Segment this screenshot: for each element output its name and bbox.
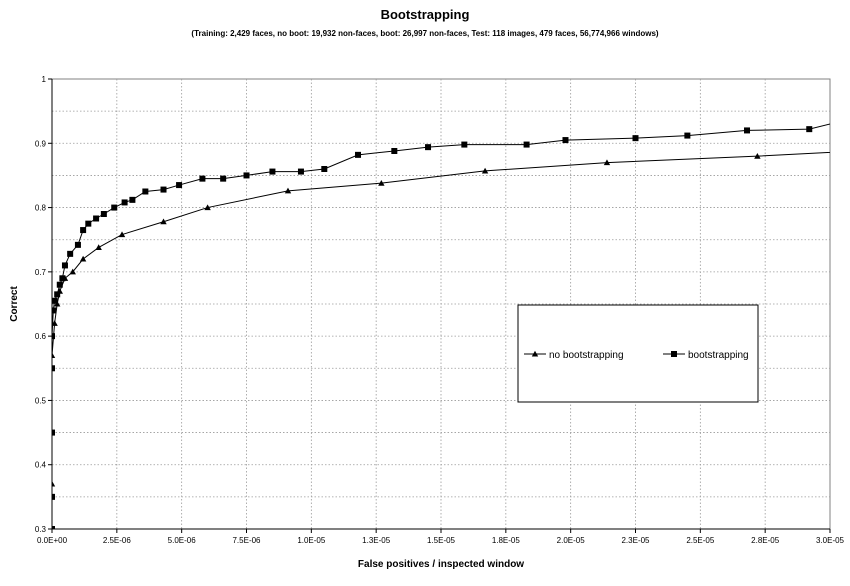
series-bootstrapping: [52, 120, 838, 529]
data-point-no-bootstrapping: [52, 480, 56, 487]
data-point-no-bootstrapping: [52, 352, 56, 358]
y-axis-label: Correct: [9, 286, 20, 322]
data-point-bootstrapping: [111, 204, 118, 211]
data-point-no-bootstrapping: [79, 255, 87, 262]
data-point-no-bootstrapping: [603, 159, 611, 166]
y-axis-ticks: 0.3 0.4 0.5 0.6 0.7 0.8 0.9 1: [35, 75, 52, 534]
data-point-bootstrapping: [61, 262, 68, 269]
y-tick-label: 0.3: [35, 525, 47, 534]
data-point-no-bootstrapping: [481, 167, 489, 174]
data-point-bootstrapping: [176, 182, 183, 189]
data-point-bootstrapping: [684, 132, 691, 139]
x-tick-label: 0.0E+00: [37, 536, 68, 545]
data-point-no-bootstrapping: [69, 268, 76, 275]
data-point-bootstrapping: [52, 493, 55, 500]
data-point-bootstrapping: [52, 526, 55, 529]
chart-title: Bootstrapping: [380, 7, 470, 22]
data-point-bootstrapping: [744, 127, 751, 134]
legend-item-no-bootstrapping: no bootstrapping: [524, 350, 624, 361]
data-point-bootstrapping: [59, 275, 66, 282]
data-point-bootstrapping: [52, 365, 55, 372]
data-point-no-bootstrapping: [204, 204, 211, 211]
data-point-bootstrapping: [129, 196, 136, 203]
legend-item-bootstrapping: bootstrapping: [663, 350, 749, 361]
data-point-bootstrapping: [269, 168, 276, 175]
data-point-bootstrapping: [52, 333, 55, 340]
y-tick-label: 0.8: [35, 204, 47, 213]
x-axis-label: False positives / inspected window: [358, 559, 524, 570]
data-point-bootstrapping: [391, 148, 398, 154]
data-point-bootstrapping: [632, 135, 639, 142]
x-tick-label: 2.5E-06: [103, 536, 132, 545]
data-point-bootstrapping: [52, 429, 55, 436]
x-axis-ticks: 0.0E+00 2.5E-06 5.0E-06 7.5E-06 1.0E-05 1.3E-…: [37, 529, 845, 545]
data-point-bootstrapping: [832, 120, 838, 126]
x-tick-label: 1.0E-05: [297, 536, 326, 545]
x-tick-label: 2.0E-05: [557, 536, 586, 545]
legend-marker-bootstrapping: [671, 351, 677, 357]
x-tick-label: 5.0E-06: [168, 536, 197, 545]
x-tick-label: 7.5E-06: [232, 536, 261, 545]
data-point-bootstrapping: [220, 175, 227, 182]
data-point-bootstrapping: [562, 137, 569, 144]
data-point-bootstrapping: [806, 126, 813, 133]
data-point-bootstrapping: [297, 168, 304, 175]
data-point-bootstrapping: [85, 220, 92, 227]
data-point-bootstrapping: [355, 151, 362, 158]
data-point-bootstrapping: [425, 144, 432, 151]
data-point-bootstrapping: [142, 188, 149, 195]
series-no-bootstrapping: [52, 151, 830, 529]
data-point-no-bootstrapping: [284, 187, 292, 194]
data-point-no-bootstrapping: [118, 231, 126, 238]
data-point-bootstrapping: [243, 172, 250, 179]
legend-marker-no-bootstrapping: [531, 350, 539, 357]
data-point-bootstrapping: [93, 215, 100, 222]
data-point-bootstrapping: [67, 250, 74, 257]
legend-label-no-bootstrapping: no bootstrapping: [549, 350, 624, 361]
data-point-no-bootstrapping: [95, 244, 102, 250]
data-point-bootstrapping: [199, 175, 206, 182]
chart-subtitle: (Training: 2,429 faces, no boot: 19,932 …: [191, 29, 659, 38]
data-point-bootstrapping: [321, 166, 328, 172]
y-tick-label: 0.6: [35, 332, 47, 341]
x-tick-label: 2.8E-05: [751, 536, 780, 545]
data-point-no-bootstrapping: [52, 320, 58, 326]
data-point-bootstrapping: [121, 199, 128, 206]
x-tick-label: 2.5E-05: [686, 536, 715, 545]
x-tick-label: 3.0E-05: [816, 536, 845, 545]
data-point-no-bootstrapping: [754, 152, 761, 159]
data-point-bootstrapping: [461, 141, 468, 148]
data-point-bootstrapping: [100, 211, 107, 217]
x-tick-label: 1.8E-05: [492, 536, 521, 545]
data-point-bootstrapping: [56, 281, 63, 288]
gridlines: [52, 79, 830, 529]
data-point-bootstrapping: [80, 227, 87, 234]
data-point-bootstrapping: [54, 291, 61, 298]
data-point-bootstrapping: [74, 241, 81, 248]
plot-content: [52, 120, 838, 529]
data-point-bootstrapping: [52, 297, 58, 304]
y-tick-label: 0.5: [35, 396, 47, 405]
series-line-bootstrapping: [52, 123, 830, 529]
legend-box: [517, 304, 759, 403]
y-tick-label: 0.7: [35, 268, 47, 277]
y-tick-label: 0.4: [35, 461, 47, 470]
y-tick-label: 0.9: [35, 139, 47, 148]
legend: no bootstrapping bootstrapping: [517, 304, 759, 403]
x-tick-label: 1.3E-05: [362, 536, 391, 545]
data-point-no-bootstrapping: [160, 218, 167, 225]
series-layer: [52, 120, 838, 529]
legend-label-bootstrapping: bootstrapping: [688, 350, 749, 361]
data-point-no-bootstrapping: [378, 179, 385, 186]
x-tick-label: 2.3E-05: [621, 536, 650, 545]
x-tick-label: 1.5E-05: [427, 536, 456, 545]
data-point-bootstrapping: [523, 141, 530, 148]
data-point-bootstrapping: [52, 307, 57, 314]
data-point-bootstrapping: [160, 186, 167, 193]
y-tick-label: 1: [42, 75, 47, 84]
